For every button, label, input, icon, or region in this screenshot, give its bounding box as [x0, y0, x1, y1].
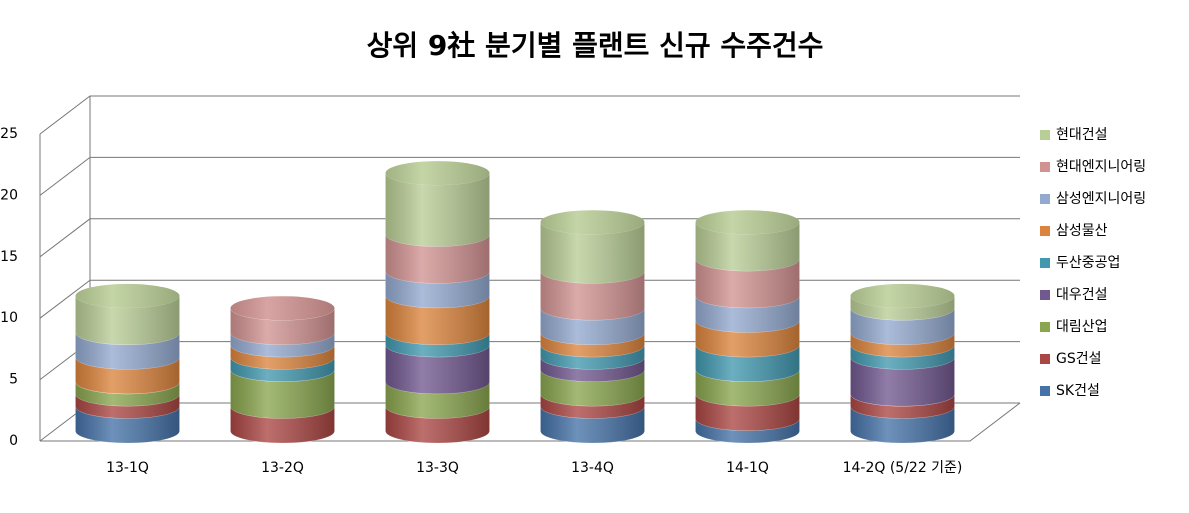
legend-label: 대우건설 [1056, 287, 1108, 303]
legend-swatch [1040, 130, 1050, 140]
cylinder-shade [695, 222, 800, 443]
legend-swatch [1040, 194, 1050, 204]
cylinder-top-shade [75, 283, 180, 308]
cylinder-shade [75, 295, 180, 443]
floor [40, 402, 1021, 442]
legend-swatch [1040, 322, 1050, 332]
y-tick-label: 5 [9, 372, 18, 388]
legend-label: SK건설 [1056, 383, 1100, 399]
legend-label: 두산중공업 [1056, 255, 1120, 271]
grid-line [39, 218, 1020, 258]
x-tick-label: 13-4Q [571, 460, 614, 476]
legend-swatch [1040, 386, 1050, 396]
legend-swatch [1040, 354, 1050, 364]
x-tick-label: 14-1Q [726, 460, 769, 476]
cylinder-top-shade [850, 283, 955, 308]
cylinder-shade [850, 295, 955, 443]
cylinder-top-shade [385, 161, 490, 186]
cylinder-top-shade [540, 210, 645, 235]
chart-title: 상위 9社 분기별 플랜트 신규 수주건수 [367, 29, 824, 62]
legend-swatch [1040, 290, 1050, 300]
legend-swatch [1040, 162, 1050, 172]
x-tick-label: 14-2Q (5/22 기준) [843, 460, 963, 476]
y-tick-label: 10 [0, 310, 18, 326]
y-tick-label: 15 [0, 249, 18, 265]
y-tick-label: 20 [0, 187, 18, 203]
cylinder-shade [385, 173, 490, 443]
legend-label: 삼성물산 [1056, 223, 1108, 239]
legend-label: GS건설 [1056, 351, 1102, 367]
legend-label: 삼성엔지니어링 [1056, 191, 1146, 207]
legend-label: 대림산업 [1056, 319, 1108, 335]
cylinder-shade [230, 308, 335, 443]
cylinder-top-shade [695, 210, 800, 235]
grid-line [39, 156, 1020, 196]
legend-label: 현대건설 [1056, 127, 1108, 143]
cylinder-top-shade [230, 296, 335, 321]
y-tick-label: 25 [0, 126, 18, 142]
x-tick-label: 13-2Q [261, 460, 304, 476]
grid-line [39, 95, 1020, 135]
x-tick-label: 13-3Q [416, 460, 459, 476]
y-tick-label: 0 [9, 433, 18, 449]
cylinder-shade [540, 222, 645, 443]
legend-swatch [1040, 226, 1050, 236]
legend-label: 현대엔지니어링 [1056, 159, 1146, 175]
x-tick-label: 13-1Q [106, 460, 149, 476]
legend-swatch [1040, 258, 1050, 268]
